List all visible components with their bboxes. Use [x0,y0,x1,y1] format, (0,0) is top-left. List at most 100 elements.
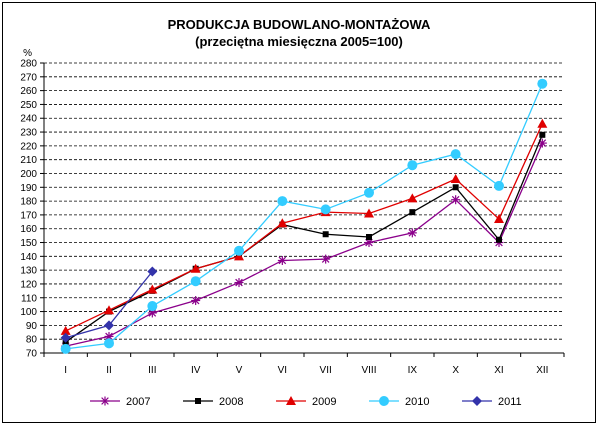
x-tick-label: VII [320,365,332,376]
axes: 70 80 90 100 110 120 130 140 150 160 170 180 190 200 2… [20,48,565,376]
series-line-2009 [65,123,543,332]
data-point-2010 [407,160,418,171]
x-tick-label: II [106,365,112,376]
y-tick-label: 230 [20,128,37,139]
data-point-2007 [147,308,157,318]
y-tick-label: 240 [20,114,37,125]
data-point-2009 [364,208,374,218]
data-point-2010 [494,180,504,191]
x-tick-label: III [148,365,156,376]
data-point-2011 [147,266,158,277]
x-tick-label: XII [536,365,548,376]
data-point-2010 [450,149,461,160]
data-point-2009 [537,118,548,128]
grid-lines [44,62,564,340]
data-point-2010 [320,204,331,215]
y-tick-label: 120 [20,279,37,290]
x-tick-label: IX [408,365,418,376]
legend-item-2008: 2008 [183,396,243,408]
series-2007 [61,138,547,351]
y-tick-label: 130 [20,266,37,277]
data-point-2011 [60,332,71,343]
legend-label: 2011 [498,396,522,408]
legend-label: 2009 [312,396,336,408]
y-tick-label: 180 [20,197,37,208]
series-2009 [60,118,548,335]
x-tick-label: XI [494,365,503,376]
data-point-2009 [60,325,71,335]
legend-item-2011: 2011 [462,396,522,408]
y-tick-label: 250 [20,100,37,111]
data-point-2009 [190,263,201,273]
legend-label: 2010 [405,396,429,408]
series-lines [60,78,548,354]
legend-marker [195,398,201,404]
y-tick-label: 110 [21,293,37,304]
legend-marker [286,396,296,405]
legend: 2007 2008 2009 2010 2011 [90,396,522,408]
data-point-2007 [191,296,201,306]
y-tick-label: 260 [20,86,37,97]
y-tick-label: 200 [20,169,37,180]
data-point-2009 [104,305,114,315]
data-point-2008 [322,231,329,238]
data-point-2010 [537,78,548,89]
legend-label: 2008 [219,396,243,408]
data-point-2007 [321,254,331,264]
series-2011 [60,266,158,343]
data-point-2010 [147,301,158,312]
legend-item-2009: 2009 [276,396,336,408]
series-line-2010 [65,83,543,350]
x-tick-label: VIII [361,365,376,376]
data-point-2010 [190,276,201,287]
y-tick-label: 160 [20,224,37,235]
data-point-2009 [407,193,418,203]
y-axis-label: % [23,48,32,59]
data-point-2010 [104,338,114,349]
y-tick-label: 150 [20,238,37,249]
x-tick-label: IV [191,365,201,376]
data-point-2010 [234,245,244,256]
legend-item-2010: 2010 [369,396,429,408]
data-point-2007 [277,255,287,265]
y-tick-label: 140 [20,252,37,263]
series-line-2007 [65,142,543,347]
y-tick-label: 90 [26,321,38,332]
legend-marker [472,396,482,406]
data-point-2008 [539,131,546,138]
chart-subtitle: (przeciętna miesięczna 2005=100) [195,34,403,49]
series-2008 [62,131,546,345]
y-tick-label: 220 [20,141,37,152]
x-tick-label: I [64,365,67,376]
data-point-2009 [147,284,158,294]
y-tick-label: 210 [20,155,37,166]
y-tick-label: 70 [26,349,38,360]
data-point-2010 [364,187,374,198]
legend-label: 2007 [126,396,150,408]
data-point-2007 [407,228,417,238]
y-tick-label: 80 [26,335,38,346]
data-point-2009 [234,251,244,261]
y-tick-label: 280 [20,59,37,70]
data-point-2009 [450,174,461,183]
data-point-2008 [366,234,372,240]
y-tick-label: 100 [20,307,37,318]
y-tick-label: 190 [20,183,37,194]
data-point-2007 [234,278,244,288]
data-point-2009 [494,214,504,224]
data-point-2007 [451,195,461,205]
x-tick-label: X [452,365,459,376]
data-point-2009 [277,218,288,228]
series-line-2008 [65,134,543,343]
y-tick-label: 270 [20,72,37,83]
data-point-2008 [409,209,416,216]
chart-title: PRODUKCJA BUDOWLANO-MONTAŻOWA [167,17,431,32]
legend-marker [379,396,389,406]
legend-marker [100,396,110,406]
data-point-2011 [104,320,114,331]
series-2010 [60,78,548,354]
y-tick-label: 170 [20,210,37,221]
data-point-2008 [496,236,502,243]
data-point-2008 [452,184,459,191]
